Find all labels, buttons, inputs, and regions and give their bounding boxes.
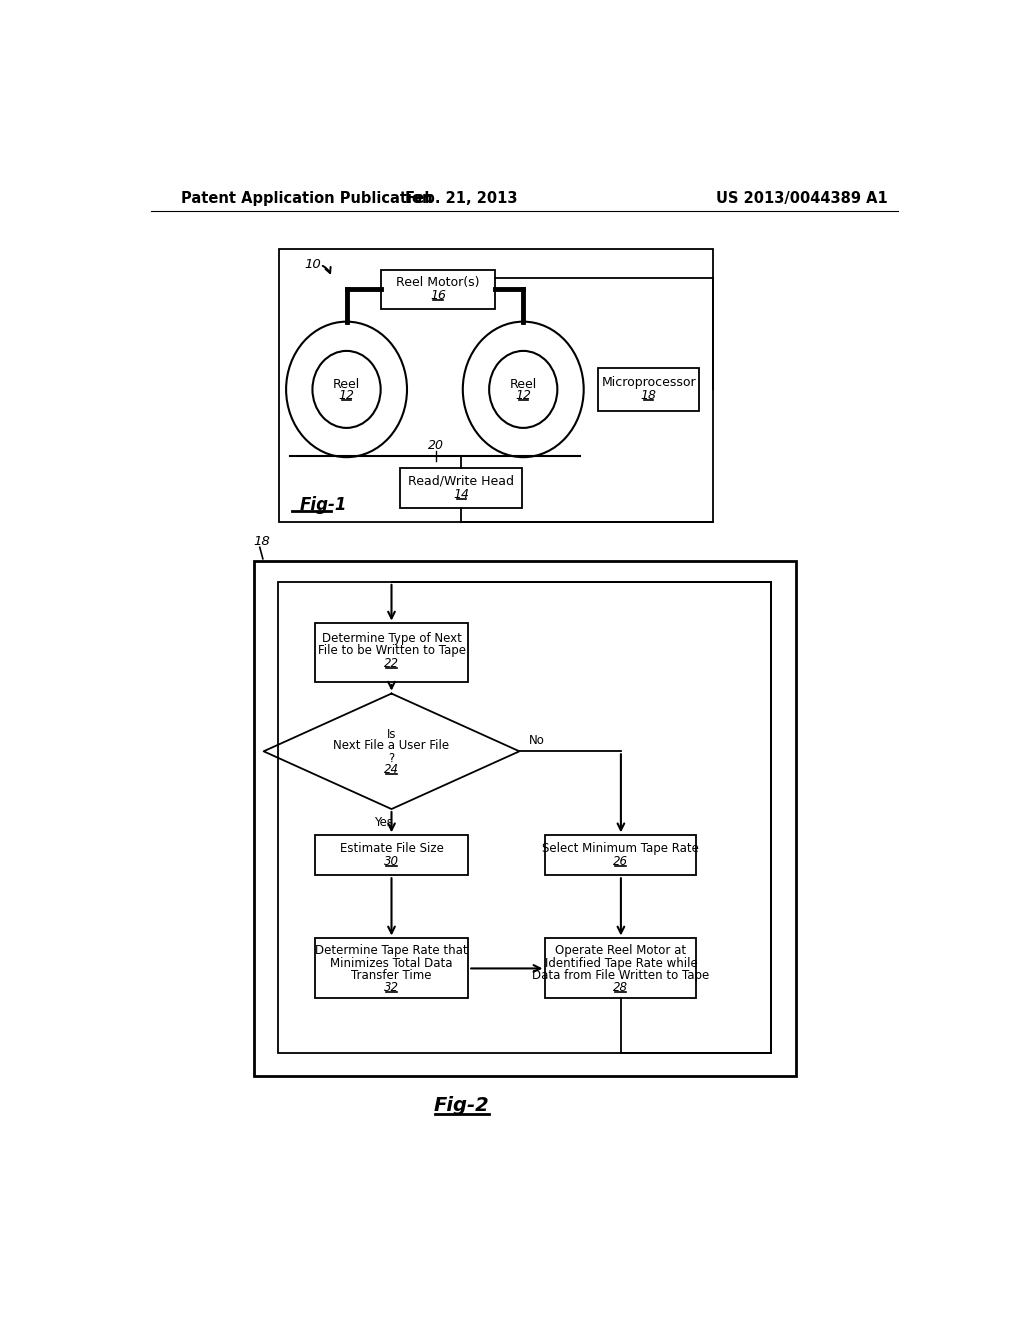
Text: 24: 24 <box>384 763 399 776</box>
Text: 18: 18 <box>641 389 656 403</box>
Text: 10: 10 <box>305 259 322 271</box>
Text: 18: 18 <box>254 536 270 548</box>
Bar <box>400 469 522 508</box>
Text: Microprocessor: Microprocessor <box>601 376 696 389</box>
Text: 20: 20 <box>428 440 444 453</box>
Text: Fig-2: Fig-2 <box>433 1096 489 1115</box>
Text: Reel: Reel <box>333 378 360 391</box>
Bar <box>314 939 468 998</box>
Bar <box>314 623 468 682</box>
Text: 16: 16 <box>430 289 446 302</box>
Text: Feb. 21, 2013: Feb. 21, 2013 <box>406 191 517 206</box>
Text: Estimate File Size: Estimate File Size <box>340 842 443 855</box>
Text: Determine Tape Rate that: Determine Tape Rate that <box>315 944 468 957</box>
Text: ?: ? <box>388 752 394 766</box>
Text: Next File a User File: Next File a User File <box>334 739 450 752</box>
Text: Operate Reel Motor at: Operate Reel Motor at <box>555 944 686 957</box>
Text: No: No <box>528 734 545 747</box>
Text: Fig-1: Fig-1 <box>300 496 347 513</box>
Text: Identified Tape Rate while: Identified Tape Rate while <box>545 957 697 970</box>
Text: Reel: Reel <box>510 378 537 391</box>
Text: 14: 14 <box>454 487 469 500</box>
Text: Is: Is <box>387 727 396 741</box>
Text: 22: 22 <box>384 657 399 671</box>
Text: Yes: Yes <box>374 816 393 829</box>
Text: Read/Write Head: Read/Write Head <box>409 474 514 487</box>
Text: File to be Written to Tape: File to be Written to Tape <box>317 644 466 657</box>
Bar <box>598 368 699 411</box>
Text: Patent Application Publication: Patent Application Publication <box>180 191 432 206</box>
Text: 12: 12 <box>339 389 354 403</box>
Bar <box>254 561 796 1076</box>
Text: Determine Type of Next: Determine Type of Next <box>322 632 462 645</box>
Bar <box>278 582 771 1053</box>
Text: US 2013/0044389 A1: US 2013/0044389 A1 <box>717 191 888 206</box>
Text: 12: 12 <box>515 389 531 403</box>
Bar <box>314 836 468 875</box>
Text: Transfer Time: Transfer Time <box>351 969 432 982</box>
Text: 28: 28 <box>613 981 629 994</box>
Text: 32: 32 <box>384 981 399 994</box>
Text: Data from File Written to Tape: Data from File Written to Tape <box>532 969 710 982</box>
Text: 26: 26 <box>613 855 629 869</box>
Text: Select Minimum Tape Rate: Select Minimum Tape Rate <box>543 842 699 855</box>
Text: Minimizes Total Data: Minimizes Total Data <box>331 957 453 970</box>
Text: 30: 30 <box>384 855 399 869</box>
Text: Reel Motor(s): Reel Motor(s) <box>396 276 480 289</box>
Bar <box>546 939 696 998</box>
Bar <box>546 836 696 875</box>
Bar <box>381 271 496 309</box>
Bar <box>280 249 713 521</box>
